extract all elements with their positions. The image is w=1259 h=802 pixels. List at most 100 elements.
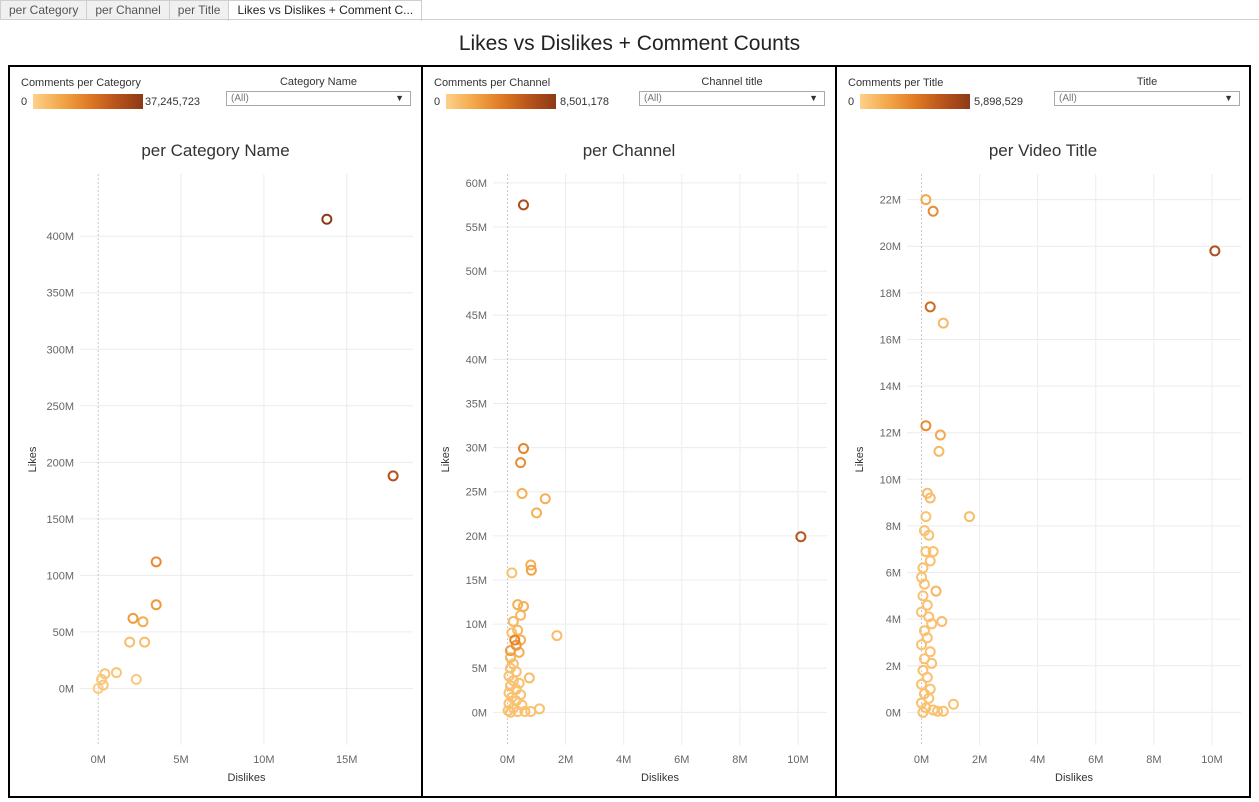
y-axis-label: Likes xyxy=(440,446,452,472)
y-tick-label: 50M xyxy=(53,627,74,639)
x-tick-label: 8M xyxy=(1146,754,1161,766)
y-tick-label: 25M xyxy=(466,487,487,499)
filter-label: Channel title xyxy=(701,76,763,88)
y-tick-label: 250M xyxy=(46,401,74,413)
sheet-tabs: per Category per Channel per Title Likes… xyxy=(0,0,423,21)
data-point xyxy=(551,630,563,642)
y-tick-label: 150M xyxy=(46,514,74,526)
y-tick-label: 16M xyxy=(880,334,901,346)
y-tick-label: 0M xyxy=(59,683,74,695)
data-point xyxy=(916,639,928,651)
y-tick-label: 4M xyxy=(886,614,901,626)
data-point xyxy=(921,671,933,683)
data-point xyxy=(963,511,975,523)
y-tick-label: 10M xyxy=(466,619,487,631)
color-legend-max: 37,245,723 xyxy=(145,96,201,108)
data-point xyxy=(124,636,136,648)
data-point xyxy=(512,705,524,717)
data-point xyxy=(96,673,108,685)
category-filter-dropdown[interactable]: (All) ▼ xyxy=(226,91,411,106)
data-point xyxy=(504,652,516,664)
dropdown-arrow-icon: ▼ xyxy=(809,93,818,103)
y-tick-label: 5M xyxy=(472,663,487,675)
data-point xyxy=(917,562,929,574)
data-point xyxy=(519,705,531,717)
tab-likes-vs-dislikes[interactable]: Likes vs Dislikes + Comment C... xyxy=(228,0,423,21)
data-point xyxy=(539,493,551,505)
color-legend-bar xyxy=(860,94,970,109)
x-tick-label: 6M xyxy=(674,754,689,766)
y-tick-label: 30M xyxy=(466,443,487,455)
filter-value: (All) xyxy=(231,93,249,104)
data-point xyxy=(525,559,537,571)
data-point xyxy=(504,706,516,718)
y-tick-label: 0M xyxy=(886,707,901,719)
data-point xyxy=(936,615,948,627)
filter-value: (All) xyxy=(644,93,662,104)
data-point xyxy=(525,705,537,717)
data-point xyxy=(512,624,524,636)
tab-per-channel[interactable]: per Channel xyxy=(86,0,170,20)
data-point xyxy=(127,612,139,624)
y-tick-label: 45M xyxy=(466,310,487,322)
x-tick-label: 5M xyxy=(173,754,188,766)
tab-per-title[interactable]: per Title xyxy=(168,0,230,20)
color-legend-title: Comments per Channel xyxy=(434,77,551,89)
data-point xyxy=(930,585,942,597)
data-point xyxy=(933,445,945,457)
color-legend-min: 0 xyxy=(848,96,855,108)
color-legend-min: 0 xyxy=(434,96,441,108)
data-point xyxy=(1209,245,1221,257)
x-tick-label: 10M xyxy=(787,754,808,766)
y-axis-label: Likes xyxy=(854,446,866,472)
color-legend-min: 0 xyxy=(21,96,28,108)
scatter-plot-category: 0M 50M 100M 150M 200M 250M 300M 350M 400M 0M 5M 10M… xyxy=(27,174,413,784)
data-point xyxy=(924,301,936,313)
x-tick-label: 2M xyxy=(558,754,573,766)
data-point xyxy=(523,672,535,684)
y-axis-label: Likes xyxy=(27,446,39,472)
data-point xyxy=(920,194,932,206)
channel-filter-dropdown[interactable]: (All) ▼ xyxy=(639,91,825,106)
x-tick-label: 0M xyxy=(500,754,515,766)
x-axis-label: Dislikes xyxy=(228,772,266,784)
data-point xyxy=(923,529,935,541)
data-point xyxy=(924,555,936,567)
color-legend-title: Comments per Category xyxy=(21,77,141,89)
x-tick-label: 2M xyxy=(972,754,987,766)
chart-title: per Video Title xyxy=(988,141,1098,160)
color-legend-title: Comments per Title xyxy=(848,77,944,89)
color-legend-bar xyxy=(446,94,556,109)
data-point xyxy=(512,599,524,611)
x-tick-label: 10M xyxy=(1201,754,1222,766)
tab-divider xyxy=(0,19,1259,20)
data-point xyxy=(947,698,959,710)
panel-title: Comments per Title 0 5,898,529 Title (Al… xyxy=(835,65,1251,798)
y-tick-label: 10M xyxy=(880,474,901,486)
x-tick-label: 4M xyxy=(616,754,631,766)
data-point xyxy=(517,442,529,454)
data-point xyxy=(921,599,933,611)
data-point xyxy=(321,213,333,225)
y-tick-label: 20M xyxy=(880,241,901,253)
data-point xyxy=(927,546,939,558)
x-tick-label: 0M xyxy=(91,754,106,766)
data-point xyxy=(926,657,938,669)
panel-channel: Comments per Channel 0 8,501,178 Channel… xyxy=(421,65,837,798)
y-tick-label: 60M xyxy=(466,178,487,190)
data-point xyxy=(137,616,149,628)
x-tick-label: 8M xyxy=(732,754,747,766)
y-tick-label: 100M xyxy=(46,570,74,582)
data-point xyxy=(150,599,162,611)
y-tick-label: 8M xyxy=(886,521,901,533)
y-tick-label: 300M xyxy=(46,344,74,356)
tab-per-category[interactable]: per Category xyxy=(0,0,88,20)
x-tick-label: 6M xyxy=(1088,754,1103,766)
chart-title: per Channel xyxy=(582,141,676,160)
data-point xyxy=(921,632,933,644)
data-point xyxy=(510,639,522,651)
title-filter-dropdown[interactable]: (All) ▼ xyxy=(1054,91,1240,106)
y-tick-label: 0M xyxy=(472,707,487,719)
data-point xyxy=(506,567,518,579)
y-tick-label: 40M xyxy=(466,354,487,366)
